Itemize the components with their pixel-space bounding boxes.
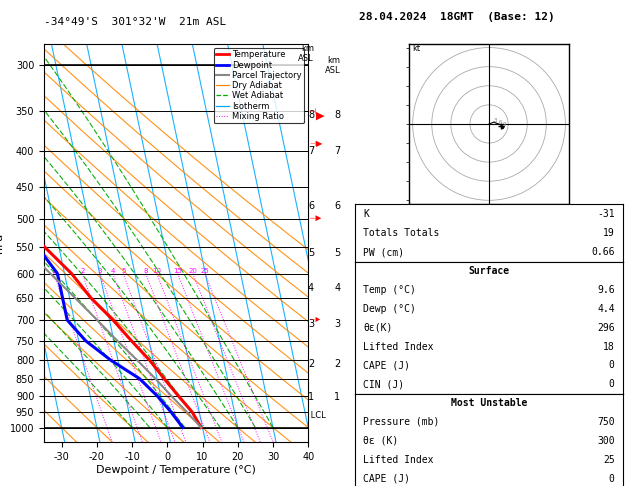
Y-axis label: hPa: hPa: [0, 233, 4, 253]
Text: Lifted Index: Lifted Index: [364, 342, 434, 352]
Text: K: K: [364, 209, 369, 219]
Text: 8: 8: [143, 267, 148, 274]
Text: Dewp (°C): Dewp (°C): [364, 304, 416, 314]
Text: 9.6: 9.6: [597, 285, 615, 295]
Text: 2: 2: [334, 359, 340, 369]
Text: ⊣: ⊣: [309, 140, 315, 147]
Text: 0: 0: [609, 379, 615, 389]
Text: Temp (°C): Temp (°C): [364, 285, 416, 295]
Text: 28.04.2024  18GMT  (Base: 12): 28.04.2024 18GMT (Base: 12): [359, 12, 554, 22]
Text: ▶: ▶: [316, 317, 321, 323]
Text: 4: 4: [111, 267, 115, 274]
Text: 1: 1: [335, 393, 340, 402]
Text: 4.4: 4.4: [597, 304, 615, 314]
Text: ⊣: ⊣: [308, 106, 316, 116]
Text: 8: 8: [308, 110, 314, 121]
Text: 8: 8: [335, 110, 340, 121]
Text: 2: 2: [308, 359, 314, 369]
Text: 750: 750: [597, 417, 615, 427]
Text: 5: 5: [334, 248, 340, 258]
Text: kt: kt: [413, 44, 421, 53]
Text: 6: 6: [308, 201, 314, 211]
Text: 4: 4: [335, 283, 340, 293]
Text: PW (cm): PW (cm): [364, 247, 404, 257]
Text: 4: 4: [308, 283, 314, 293]
Text: 18: 18: [603, 342, 615, 352]
Text: ▶: ▶: [316, 139, 323, 148]
Text: 1: 1: [52, 267, 56, 274]
Text: 2: 2: [80, 267, 84, 274]
Text: 300: 300: [597, 436, 615, 446]
Text: LCL: LCL: [308, 411, 326, 420]
Text: 6: 6: [335, 201, 340, 211]
Text: CAPE (J): CAPE (J): [364, 361, 410, 370]
Text: 0.66: 0.66: [591, 247, 615, 257]
Text: Surface: Surface: [469, 266, 509, 277]
Text: 6: 6: [499, 120, 502, 125]
Text: 7: 7: [308, 146, 314, 156]
Text: 15: 15: [173, 267, 182, 274]
Text: 3: 3: [97, 267, 102, 274]
Text: 9: 9: [503, 122, 506, 127]
Text: 3: 3: [335, 319, 340, 330]
Text: Totals Totals: Totals Totals: [364, 228, 440, 238]
Text: 1: 1: [308, 393, 314, 402]
Text: ▶: ▶: [316, 216, 321, 222]
Text: Pressure (mb): Pressure (mb): [364, 417, 440, 427]
Text: 7: 7: [334, 146, 340, 156]
Text: ⊣: ⊣: [309, 317, 315, 323]
Text: 20: 20: [189, 267, 198, 274]
Text: 3: 3: [308, 319, 314, 330]
Legend: Temperature, Dewpoint, Parcel Trajectory, Dry Adiabat, Wet Adiabat, Isotherm, Mi: Temperature, Dewpoint, Parcel Trajectory…: [214, 48, 304, 123]
Text: 5: 5: [121, 267, 125, 274]
Text: 296: 296: [597, 323, 615, 333]
Text: -31: -31: [597, 209, 615, 219]
Text: -34°49'S  301°32'W  21m ASL: -34°49'S 301°32'W 21m ASL: [44, 17, 226, 27]
Text: ▶: ▶: [316, 110, 325, 121]
Text: ⊣: ⊣: [308, 214, 316, 223]
Text: km
ASL: km ASL: [298, 44, 314, 63]
Text: Most Unstable: Most Unstable: [451, 398, 527, 408]
Text: 3: 3: [494, 118, 498, 123]
X-axis label: Dewpoint / Temperature (°C): Dewpoint / Temperature (°C): [96, 465, 256, 475]
Text: θε (K): θε (K): [364, 436, 399, 446]
Text: CIN (J): CIN (J): [364, 379, 404, 389]
Text: 5: 5: [308, 248, 314, 258]
Text: 10: 10: [152, 267, 162, 274]
Text: 25: 25: [201, 267, 209, 274]
Text: 25: 25: [603, 455, 615, 465]
Text: 0: 0: [609, 361, 615, 370]
Text: θε(K): θε(K): [364, 323, 392, 333]
Text: 0: 0: [609, 473, 615, 484]
Text: Lifted Index: Lifted Index: [364, 455, 434, 465]
Text: 19: 19: [603, 228, 615, 238]
Text: km
ASL: km ASL: [325, 56, 340, 75]
Text: CAPE (J): CAPE (J): [364, 473, 410, 484]
